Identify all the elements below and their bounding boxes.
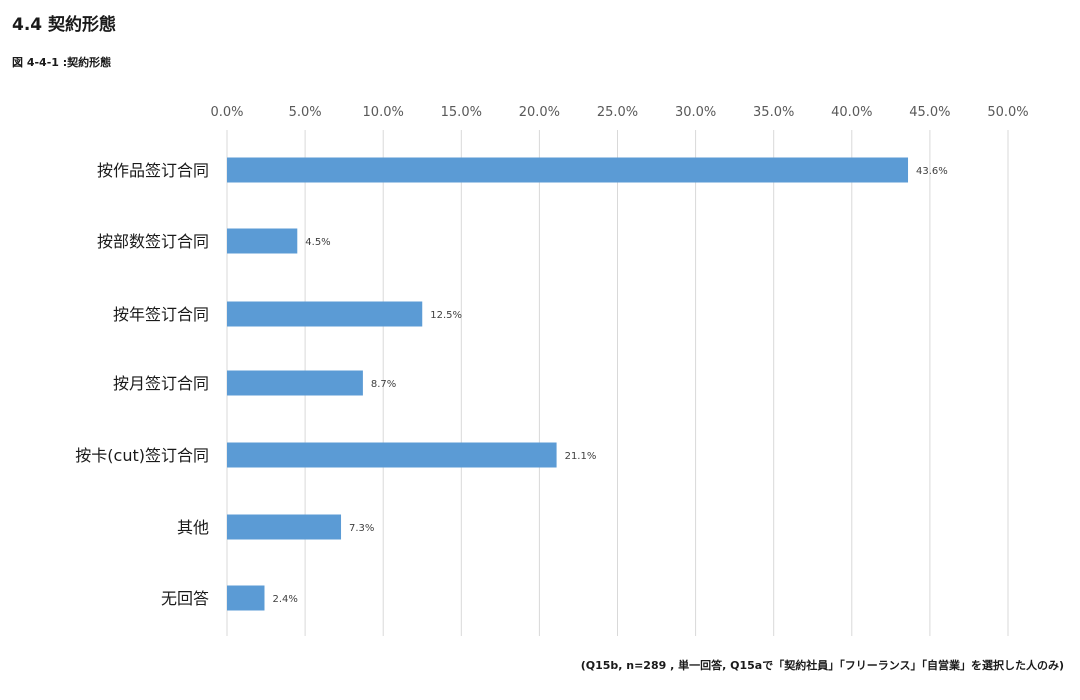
y-category-label: 无回答 [161, 589, 209, 608]
x-tick-label: 10.0% [363, 105, 404, 120]
x-tick-label: 45.0% [909, 105, 950, 120]
data-label: 4.5% [305, 237, 330, 248]
x-tick-label: 50.0% [987, 105, 1028, 120]
data-label: 12.5% [430, 310, 462, 321]
figure-title: 図 4-4-1 :契約形態 [12, 56, 112, 69]
bar [227, 301, 423, 327]
data-label: 8.7% [371, 379, 396, 390]
y-category-label: 按月签订合同 [113, 374, 209, 393]
y-category-label: 按作品签订合同 [97, 161, 209, 180]
data-label: 21.1% [565, 451, 597, 462]
x-tick-label: 30.0% [675, 105, 716, 120]
bar [227, 585, 265, 611]
x-tick-label: 25.0% [597, 105, 638, 120]
x-tick-label: 5.0% [289, 105, 322, 120]
x-tick-label: 40.0% [831, 105, 872, 120]
y-category-label: 其他 [177, 518, 209, 537]
x-tick-label: 0.0% [210, 105, 243, 120]
data-label: 2.4% [272, 594, 297, 605]
bar [227, 442, 557, 468]
y-category-label: 按年签订合同 [113, 305, 209, 324]
y-category-label: 按卡(cut)签订合同 [75, 446, 209, 465]
bar [227, 514, 342, 540]
x-tick-label: 35.0% [753, 105, 794, 120]
x-tick-label: 20.0% [519, 105, 560, 120]
x-tick-label: 15.0% [441, 105, 482, 120]
bar [227, 157, 909, 183]
bar [227, 228, 298, 254]
bar [227, 370, 363, 396]
footnote: (Q15b, n=289 , 単一回答, Q15aで「契約社員」「フリーランス」… [580, 659, 1064, 672]
data-label: 43.6% [916, 166, 948, 177]
bar-chart: 0.0% 5.0% 10.0% 15.0% 20.0% 25.0% 30.0% 35.0% 40… [75, 105, 1029, 636]
data-label: 7.3% [349, 523, 374, 534]
section-title: 4.4 契約形態 [12, 15, 117, 35]
y-category-label: 按部数签订合同 [97, 232, 209, 251]
